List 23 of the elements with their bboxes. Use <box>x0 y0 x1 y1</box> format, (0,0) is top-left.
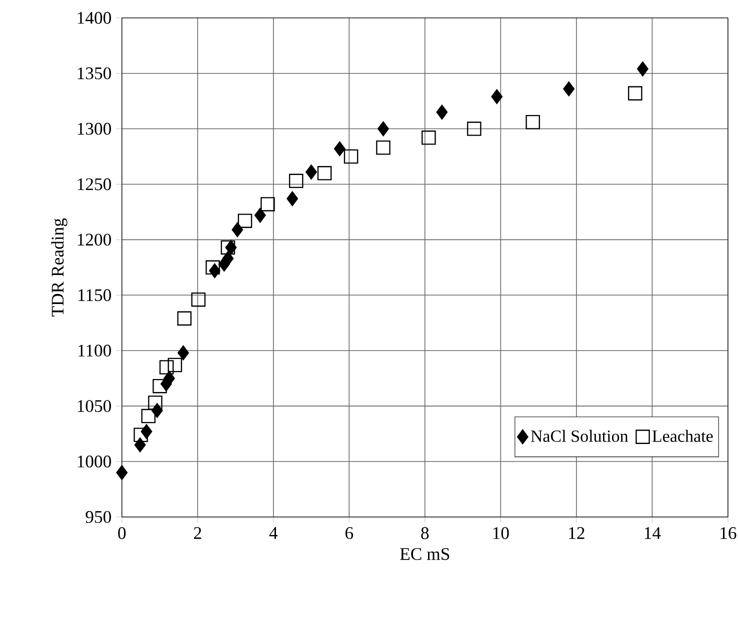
x-tick-label: 12 <box>569 527 584 539</box>
legend-label: Leachate <box>652 430 713 442</box>
y-tick-label: 1400 <box>78 12 111 24</box>
y-tick-label: 950 <box>86 511 111 523</box>
y-tick-label: 1350 <box>78 67 111 80</box>
y-axis-title: TDR Reading <box>51 218 68 317</box>
legend-label: NaCl Solution <box>530 430 628 442</box>
y-tick-label: 1300 <box>78 122 111 135</box>
x-tick-label: 14 <box>644 527 661 539</box>
y-tick-label: 1100 <box>78 344 112 357</box>
x-tick-label: 8 <box>421 527 429 540</box>
y-tick-label: 1250 <box>78 178 111 190</box>
x-tick-label: 4 <box>269 527 278 539</box>
y-tick-label: 1150 <box>78 289 112 302</box>
x-tick-label: 6 <box>345 527 354 540</box>
x-tick-label: 0 <box>118 527 126 540</box>
y-tick-label: 1200 <box>78 234 111 246</box>
y-tick-label: 1000 <box>78 456 111 468</box>
x-tick-label: 16 <box>720 527 736 540</box>
x-tick-label: 2 <box>194 527 202 539</box>
x-axis-title: EC mS <box>400 548 450 560</box>
y-tick-label: 1050 <box>78 400 111 412</box>
x-tick-label: 10 <box>493 527 509 540</box>
